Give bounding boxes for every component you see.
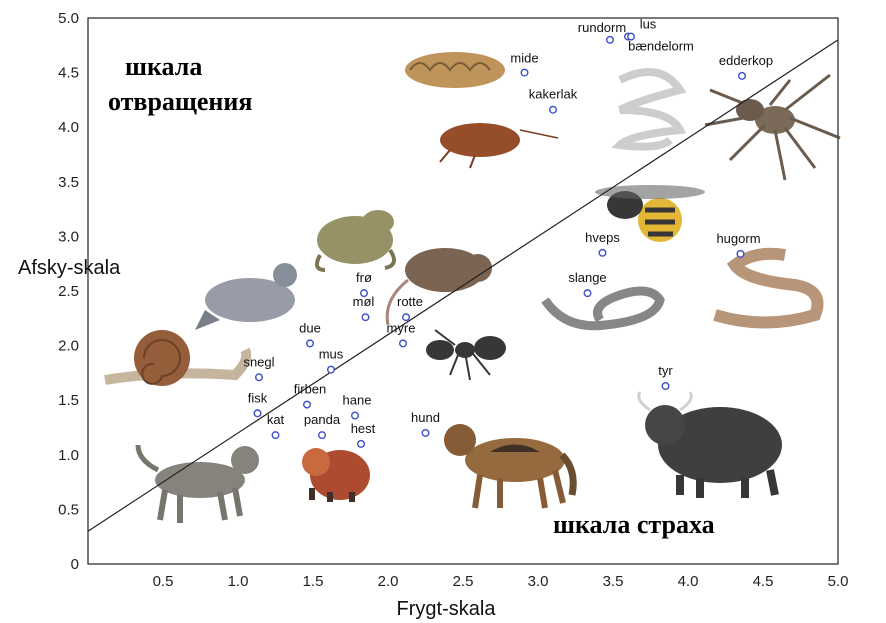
pigeon-picture [195,263,297,330]
point-label-hugorm: hugorm [716,231,760,246]
x-tick-label: 4.5 [753,573,774,590]
wasp-picture [595,185,705,242]
point-label-hane: hane [343,392,372,407]
y-tick-label: 0.5 [58,501,79,518]
data-point-snegl [254,373,263,382]
data-point-mus [327,365,336,374]
fear-scale-annotation: шкала страха [553,510,715,539]
spider-picture [704,73,841,181]
ant-picture [426,329,506,381]
disgust-scale-annotation-line2: отвращения [108,87,252,116]
data-point-hugorm [736,249,745,258]
larva-picture [405,52,505,88]
data-point-due [306,339,315,348]
cockroach-picture [439,123,559,169]
point-label-myre: myre [387,320,416,335]
data-points: rundorm lus bændelorm mide edderkop kakerlak h… [243,17,773,448]
data-point-hane [351,411,360,420]
x-axis-label: Frygt-skala [397,598,497,620]
point-label-slange: slange [568,270,606,285]
data-point-rundorm [606,35,615,44]
data-point-hund [421,428,430,437]
data-point-hest [357,439,366,448]
data-point-firben [303,400,312,409]
x-tick-label: 2.5 [453,573,474,590]
disgust-scale-annotation-line1: шкала [125,52,202,81]
point-label-hest: hest [351,421,376,436]
point-label-mide: mide [510,51,538,66]
data-point-mide [520,68,529,77]
tapeworm-picture [611,68,687,151]
data-point-kakerlak [549,105,558,114]
point-label-panda: panda [304,412,341,427]
x-tick-label: 1.0 [228,573,249,590]
x-tick-label: 1.5 [303,573,324,590]
y-tick-label: 3.0 [58,228,79,245]
data-point-tyr [661,382,670,391]
y-tick-label: 2.0 [58,338,79,355]
y-tick-label: 1.5 [58,392,79,409]
point-label-kakerlak: kakerlak [529,87,578,102]
point-label-rundorm: rundorm [578,20,626,35]
data-point-slange [583,289,592,298]
point-label-tyr: tyr [658,363,673,378]
snail-picture [104,330,252,386]
dog-picture [444,424,577,509]
point-label-kat: kat [267,412,285,427]
x-tick-label: 3.5 [603,573,624,590]
y-tick-label: 3.5 [58,174,79,191]
point-label-edderkop: edderkop [719,53,773,68]
data-point-fisk [253,409,262,418]
point-label-møl: møl [353,294,375,309]
x-tick-label: 2.0 [378,573,399,590]
point-label-lus: lus [640,17,657,32]
data-point-myre [399,339,408,348]
data-point-frø [360,289,369,298]
x-tick-label: 0.5 [153,573,174,590]
animal-illustrations [104,52,841,523]
data-point-edderkop [738,71,747,80]
data-point-rotte [402,313,411,322]
bull-picture [637,391,782,498]
point-label-due: due [299,320,321,335]
point-label-hveps: hveps [585,230,620,245]
point-label-snegl: snegl [243,354,274,369]
point-label-bændelorm: bændelorm [628,39,694,54]
data-point-panda [318,431,327,440]
trendline [87,39,839,532]
rat-picture [385,248,492,326]
viper-picture [713,247,824,329]
cat-picture [135,444,259,523]
point-label-rotte: rotte [397,294,423,309]
point-label-fisk: fisk [248,390,268,405]
snake-picture [541,286,665,331]
y-tick-label: 5.0 [58,10,79,27]
x-tick-label: 3.0 [528,573,549,590]
y-axis-ticks: 0 0.5 1.0 1.5 2.0 2.5 3.0 3.5 4.0 4.5 5.0 [58,10,79,573]
y-tick-label: 4.5 [58,65,79,82]
point-label-firben: firben [294,382,327,397]
frog-picture [314,210,396,272]
y-axis-label: Afsky-skala [18,257,121,279]
y-tick-label: 4.0 [58,119,79,136]
x-tick-label: 4.0 [678,573,699,590]
data-point-kat [271,431,280,440]
point-label-frø: frø [356,270,372,285]
x-tick-label: 5.0 [828,573,849,590]
y-tick-label: 0 [71,556,79,573]
data-point-hveps [598,248,607,257]
y-tick-label: 2.5 [58,283,79,300]
point-label-mus: mus [319,347,344,362]
data-point-møl [361,313,370,322]
plot-frame [87,17,839,565]
x-axis-ticks: 0.5 1.0 1.5 2.0 2.5 3.0 3.5 4.0 4.5 5.0 [153,573,849,590]
data-point-bændelorm [627,32,636,41]
point-label-hund: hund [411,410,440,425]
y-tick-label: 1.0 [58,447,79,464]
red-panda-picture [302,448,370,502]
